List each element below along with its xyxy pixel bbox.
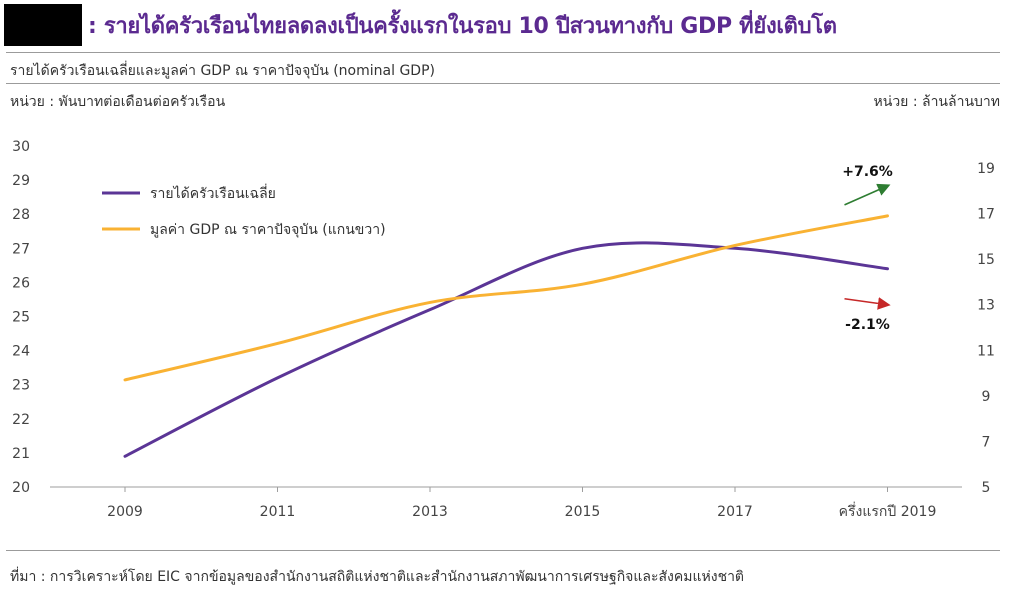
- series-line-2: [123, 214, 889, 382]
- source-note: ที่มา : การวิเคราะห์โดย EIC จากข้อมูลของ…: [10, 569, 745, 585]
- legend-label-1: รายได้ครัวเรือนเฉลี่ย: [150, 184, 276, 202]
- left-y-tick-label: 20: [12, 480, 30, 496]
- title-divider: [6, 52, 1000, 53]
- change-annotation-label: +7.6%: [842, 164, 893, 180]
- left-y-tick-label: 30: [12, 139, 30, 155]
- subtitle-divider: [6, 83, 1000, 84]
- x-tick-label: 2011: [260, 504, 296, 520]
- left-y-tick-label: 23: [12, 378, 30, 394]
- right-y-tick-label: 7: [982, 434, 991, 450]
- left-y-tick-label: 21: [12, 446, 30, 462]
- right-axis-unit: หน่วย : ล้านล้านบาท: [873, 94, 1000, 110]
- chart-subtitle: รายได้ครัวเรือนเฉลี่ยและมูลค่า GDP ณ ราค…: [10, 63, 435, 79]
- line-chart: 2009 2011 2013 2015 2017 ครึ่งแรกปี 2019 20 21 2…: [12, 139, 995, 520]
- x-tick-label: 2017: [717, 504, 753, 520]
- left-y-tick-label: 27: [12, 241, 30, 257]
- series-line-1: [123, 241, 889, 458]
- left-y-tick-label: 28: [12, 207, 30, 223]
- right-y-tick-label: 9: [982, 389, 991, 405]
- right-y-tick-label: 15: [977, 252, 995, 268]
- right-y-tick-label: 19: [977, 161, 995, 177]
- right-y-tick-label: 5: [982, 480, 991, 496]
- x-tick-label: 2013: [412, 504, 448, 520]
- footer-divider: [6, 550, 1000, 551]
- x-tick-label: ครึ่งแรกปี 2019: [839, 502, 937, 520]
- right-y-tick-label: 17: [977, 207, 995, 223]
- x-tick-label: 2009: [107, 504, 143, 520]
- x-tick-label: 2015: [565, 504, 601, 520]
- left-y-tick-label: 29: [12, 173, 30, 189]
- left-y-tick-label: 22: [12, 412, 30, 428]
- up-arrow-icon: [844, 183, 891, 206]
- left-y-tick-label: 24: [12, 344, 30, 360]
- left-y-tick-label: 25: [12, 310, 30, 326]
- legend-label-2: มูลค่า GDP ณ ราคาปัจจุบัน (แกนขวา): [150, 222, 386, 238]
- right-y-tick-label: 13: [977, 298, 995, 314]
- change-annotation-label: -2.1%: [845, 317, 890, 333]
- page-title: : รายได้ครัวเรือนไทยลดลงเป็นครั้งแรกในรอ…: [88, 14, 837, 39]
- left-y-tick-label: 26: [12, 275, 30, 291]
- right-y-tick-label: 11: [977, 343, 995, 359]
- left-axis-unit: หน่วย : พันบาทต่อเดือนต่อครัวเรือน: [10, 94, 226, 110]
- redacted-logo: [4, 4, 82, 46]
- down-arrow-icon: [844, 297, 891, 310]
